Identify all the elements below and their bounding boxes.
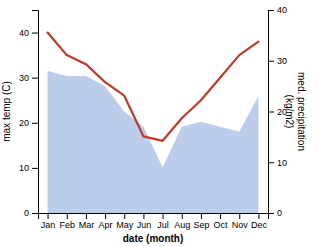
y-axis-title: max temp (C) [1,81,12,142]
tick-label: 0 [24,208,29,218]
y-axis: 0 10 20 30 40 [19,11,39,219]
tick-mark [163,213,164,219]
marks [48,33,259,213]
tick-label: Feb [59,220,75,230]
tick: 40 [268,5,287,15]
tick-mark [268,10,274,11]
precipitation-area [48,71,259,213]
tick-mark [124,213,125,219]
tick-mark [32,213,38,214]
tick-label: 10 [277,158,287,168]
tick-label: Sep [193,220,209,230]
tick: Oct [214,213,229,230]
y2-axis-title-line: (kg/m2) [284,95,295,129]
tick-mark [32,123,38,124]
tick: 40 [19,28,38,38]
y2-axis-title-line: med. precipitation [296,72,307,151]
tick: Sep [193,213,209,230]
tick-label: Nov [232,220,249,230]
tick-mark [86,213,87,219]
tick: Feb [59,213,75,230]
tick-mark [143,213,144,219]
tick: 30 [19,73,38,83]
tick: Jan [41,213,56,230]
tick: 0 [268,208,282,218]
tick-mark [67,213,68,219]
tick-mark [201,213,202,219]
tick: Jul [157,213,169,230]
tick-mark [268,61,274,62]
tick: 20 [19,118,38,128]
y2-axis-title: med. precipitation(kg/m2) [284,72,307,151]
tick-label: Dec [251,220,268,230]
tick-label: 10 [19,163,29,173]
tick-mark [268,162,274,163]
tick: Aug [174,213,190,230]
tick-mark [32,78,38,79]
tick-mark [220,213,221,219]
tick-mark [182,213,183,219]
tick: 0 [24,208,38,218]
tick-label: Jun [137,220,152,230]
tick: May [116,213,134,230]
tick-label: Apr [99,220,113,230]
plot: JanFeb Mar AprMayJun Jul AugSep OctNovDec 0 10 2… [19,5,287,230]
tick-label: 20 [19,118,29,128]
tick-label: 30 [19,73,29,83]
tick-mark [268,112,274,113]
axis-line [32,11,39,214]
tick-mark [268,213,274,214]
tick: 30 [268,56,287,66]
tick: Jun [137,213,152,230]
tick-label: May [116,220,134,230]
tick: Dec [251,213,268,230]
tick-mark [258,213,259,219]
tick: Mar [79,213,95,230]
tick: 10 [268,158,287,168]
tick-label: 40 [277,5,287,15]
tick-mark [239,213,240,219]
tick-label: Mar [79,220,95,230]
tick-mark [48,213,49,219]
tick-label: Jul [157,220,169,230]
tick-label: 0 [277,208,282,218]
temperature-line [48,33,259,141]
tick: Apr [99,213,113,230]
chart: JanFeb Mar AprMayJun Jul AugSep OctNovDec 0 10 2… [0,0,318,247]
tick: 10 [19,163,38,173]
x-axis: JanFeb Mar AprMayJun Jul AugSep OctNovDec [39,213,269,230]
tick: Nov [232,213,249,230]
tick-label: Jan [41,220,56,230]
axis-line [269,11,275,214]
tick-label: 40 [19,28,29,38]
tick-label: 30 [277,56,287,66]
x-axis-title: date (month) [123,233,184,244]
tick-label: Oct [214,220,229,230]
tick-label: Aug [174,220,190,230]
tick-mark [105,213,106,219]
axis-line [39,214,269,220]
tick-mark [32,168,38,169]
tick-mark [32,33,38,34]
